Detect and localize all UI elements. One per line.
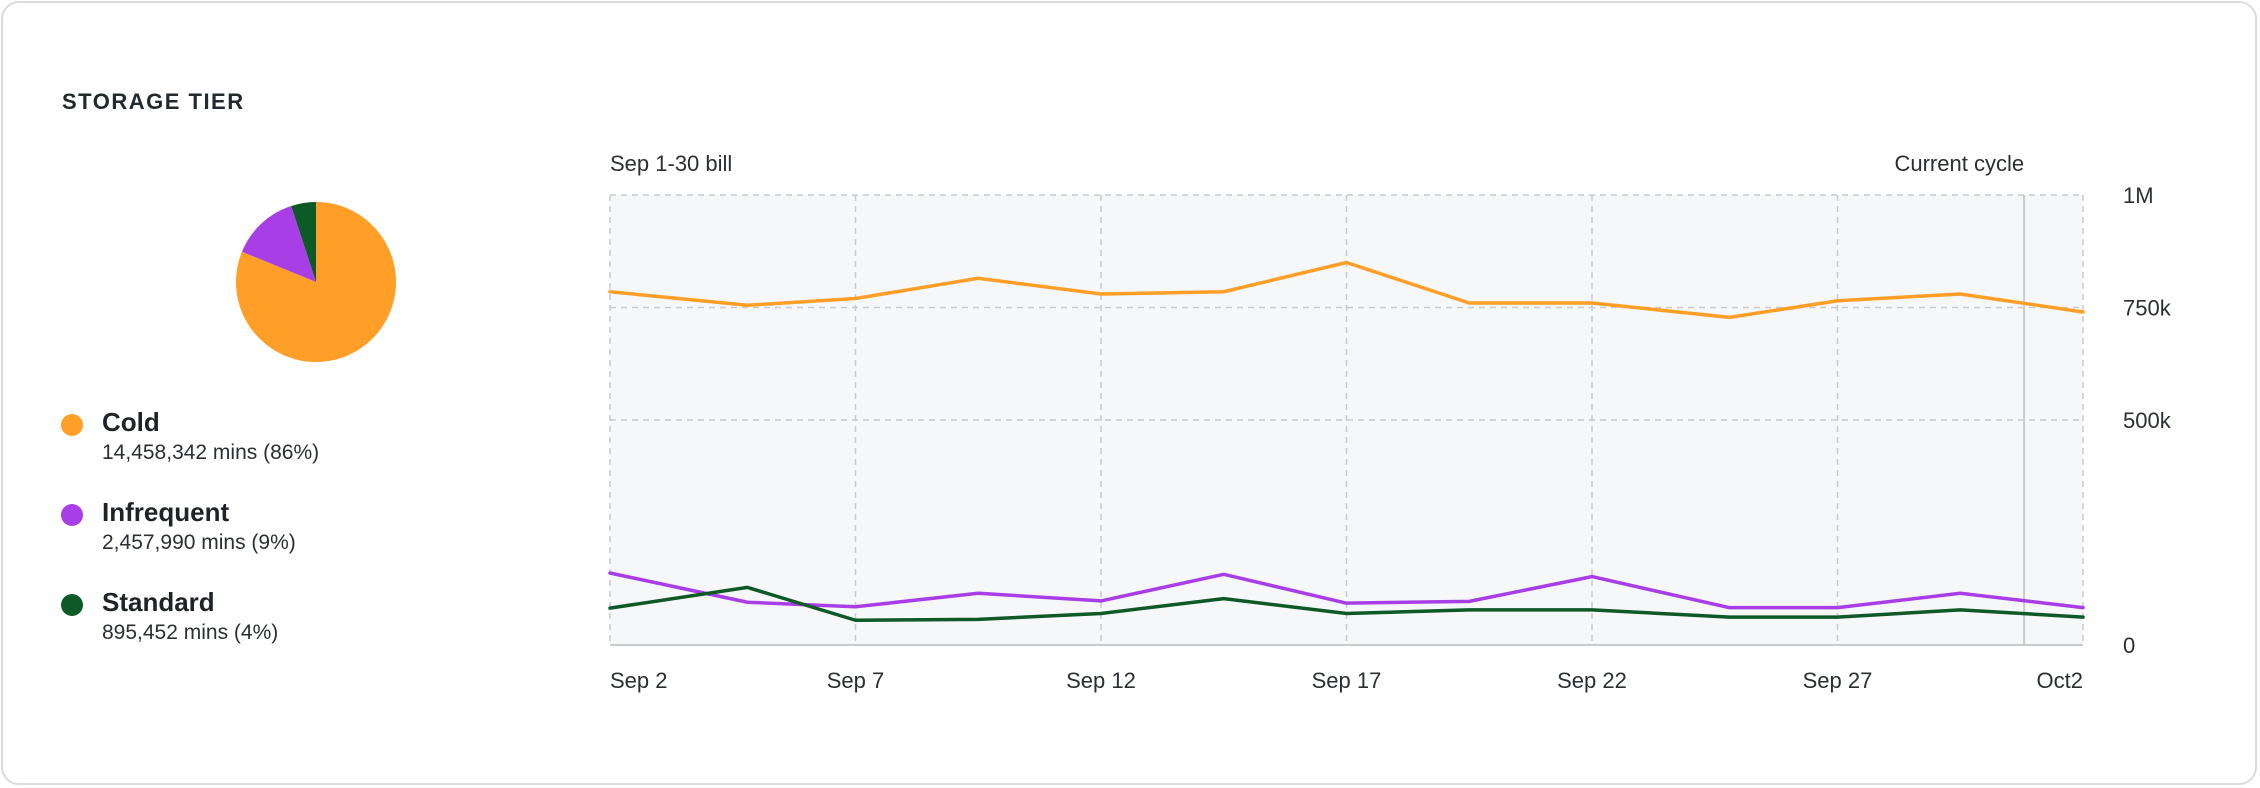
x-tick-label: Sep 7	[827, 668, 885, 693]
pie-slice-infrequent	[241, 205, 316, 282]
legend-item-cold: Cold 14,458,342 mins (86%)	[61, 405, 319, 467]
x-tick-label: Sep 27	[1803, 668, 1873, 693]
x-tick-label: Sep 17	[1312, 668, 1382, 693]
pie-chart-svg	[236, 202, 396, 362]
pie-slice-standard	[291, 202, 316, 282]
pie-chart	[233, 199, 399, 365]
y-tick-label: 750k	[2123, 296, 2172, 321]
x-tick-label: Sep 22	[1557, 668, 1627, 693]
section-title: STORAGE TIER	[62, 89, 245, 114]
legend-dot-cold	[61, 414, 83, 436]
band-label-current-cycle: Current cycle	[1894, 151, 2024, 176]
x-tick-label: Sep 2	[610, 668, 668, 693]
legend: Cold 14,458,342 mins (86%) Infrequent 2,…	[61, 405, 319, 675]
legend-value: 14,458,342 mins (86%)	[102, 441, 320, 464]
y-tick-label: 1M	[2123, 183, 2154, 208]
line-chart-svg: Sep 1-30 bill Current cycle 0 500k 750k 1M Sep…	[608, 151, 2172, 693]
series-line-0	[608, 260, 2085, 320]
legend-item-infrequent: Infrequent 2,457,990 mins (9%)	[61, 495, 319, 557]
legend-value: 2,457,990 mins (9%)	[102, 531, 296, 554]
legend-dot-infrequent	[61, 504, 83, 526]
y-tick-label: 0	[2123, 633, 2135, 658]
x-tick-label: Sep 12	[1066, 668, 1136, 693]
legend-value: 895,452 mins (4%)	[102, 621, 279, 644]
legend-dot-standard	[61, 594, 83, 616]
legend-name: Infrequent	[102, 497, 230, 527]
x-tick-label: Oct2	[2037, 668, 2083, 693]
band-label-bill: Sep 1-30 bill	[610, 151, 732, 176]
series-line-2	[608, 585, 2085, 622]
y-tick-label: 500k	[2123, 408, 2172, 433]
series-line-1	[608, 571, 2085, 610]
legend-item-standard: Standard 895,452 mins (4%)	[61, 585, 319, 647]
line-chart: Sep 1-30 bill Current cycle 0 500k 750k 1M Sep…	[563, 133, 2203, 723]
legend-name: Cold	[102, 407, 160, 437]
legend-name: Standard	[102, 587, 215, 617]
